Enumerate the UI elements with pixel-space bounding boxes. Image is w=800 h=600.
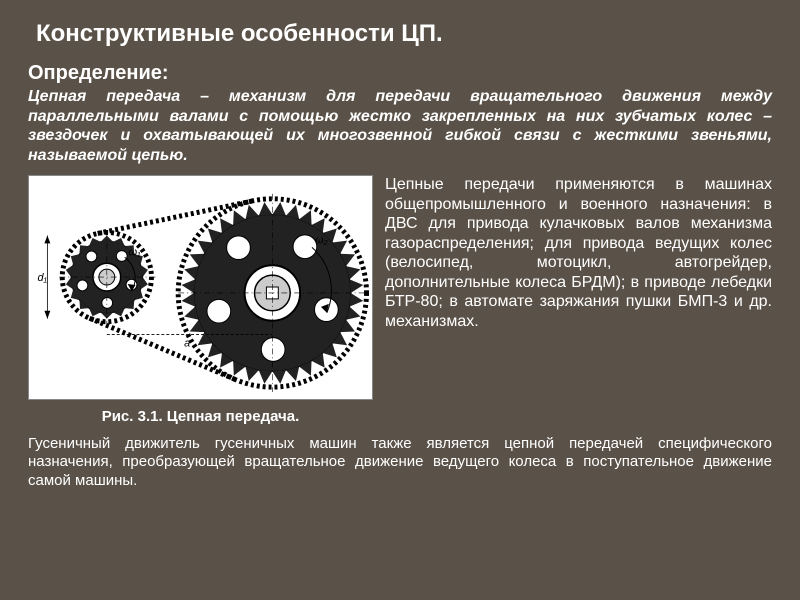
middle-row: d₁ ω₁ ω₂ a Рис. 3.1. Цепная передача. Це… [28,175,772,425]
application-text: Цепные передачи применяются в машинах об… [385,175,772,425]
figure-column: d₁ ω₁ ω₂ a Рис. 3.1. Цепная передача. [28,175,373,425]
figure-caption: Рис. 3.1. Цепная передача. [28,408,373,425]
chain-drive-svg: d₁ ω₁ ω₂ a [29,176,372,399]
definition-heading: Определение: [28,62,772,85]
dim-d1: d₁ [37,272,47,284]
omega2-label: ω₂ [315,234,328,246]
omega1-label: ω₁ [129,246,141,258]
dim-a: a [184,338,190,350]
chain-drive-figure: d₁ ω₁ ω₂ a [28,175,373,400]
definition-text: Цепная передача – механизм для передачи … [28,87,772,165]
page-title: Конструктивные особенности ЦП. [36,20,772,48]
bottom-text: Гусеничный движитель гусеничных машин та… [28,435,772,490]
